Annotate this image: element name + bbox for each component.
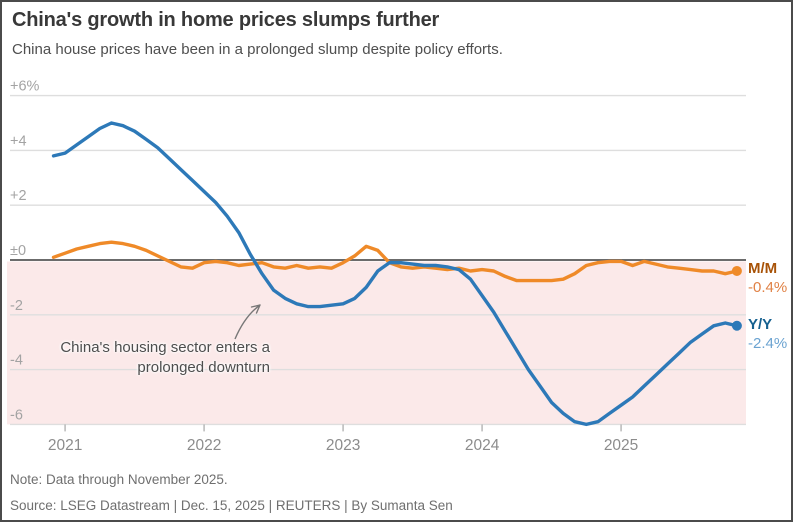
series-label-yy: Y/Y -2.4%: [748, 315, 787, 353]
series-end-dot: [731, 320, 742, 331]
annotation-line-2: prolonged downturn: [137, 359, 270, 376]
series-end-dot: [731, 265, 742, 276]
x-axis-label: 2022: [187, 437, 221, 454]
footer-source: Source: LSEG Datastream | Dec. 15, 2025 …: [10, 498, 453, 513]
y-axis-label: +2: [10, 188, 27, 204]
y-axis-label: -4: [10, 353, 23, 369]
x-axis-label: 2025: [604, 437, 638, 454]
series-value-mm: -0.4%: [748, 279, 788, 296]
x-axis-label: 2021: [48, 437, 82, 454]
annotation-text: China's housing sector enters a prolonge…: [22, 338, 270, 378]
y-axis-label: -2: [10, 298, 23, 314]
footer-note: Note: Data through November 2025.: [10, 472, 228, 487]
annotation-line-1: China's housing sector enters a: [60, 339, 270, 356]
series-line-mm: [51, 240, 739, 283]
y-axis-label: +4: [10, 133, 27, 149]
series-value-yy: -2.4%: [748, 335, 788, 352]
series-name-mm: M/M: [748, 260, 778, 277]
x-axis-label: 2023: [326, 437, 360, 454]
y-axis-label: +6%: [10, 79, 40, 95]
x-axis-label: 2024: [465, 437, 500, 454]
series-name-yy: Y/Y: [748, 316, 773, 333]
y-axis-label: ±0: [10, 243, 26, 259]
chart-title: China's growth in home prices slumps fur…: [12, 9, 440, 31]
annotation-arrowhead: [250, 304, 261, 314]
series-line-yy: [51, 121, 739, 427]
chart-subtitle: China house prices have been in a prolon…: [12, 41, 503, 58]
annotation-arrow: [234, 304, 261, 340]
series-label-mm: M/M -0.4%: [748, 259, 787, 297]
y-axis-label: -6: [10, 407, 23, 423]
